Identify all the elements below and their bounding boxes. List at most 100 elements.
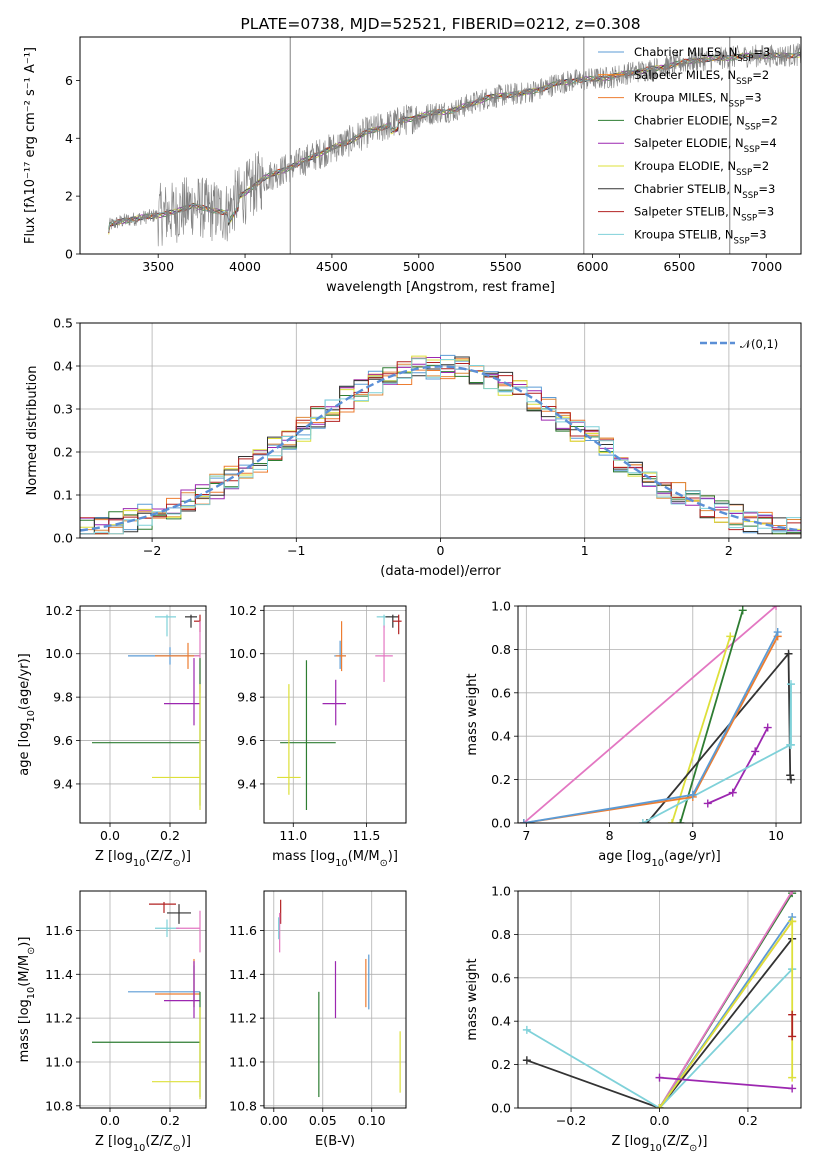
weight-line: [671, 636, 732, 823]
y-tick-label: 0.4: [53, 359, 73, 374]
error-bar: [176, 910, 201, 953]
weight-marker: [786, 771, 795, 780]
legend-label: Chabrier MILES, NSSP=3: [634, 45, 770, 64]
weight-marker: [788, 917, 797, 926]
legend-label: 𝒩(0,1): [740, 337, 778, 351]
x-tick-label: 9: [689, 828, 697, 843]
y-tick-label: 0.4: [491, 729, 511, 744]
y-tick-label: 0.2: [491, 772, 511, 787]
age_vs_mass-plot-area: [277, 614, 402, 810]
age_weights-axes: 7 8 9 10 0.0 0.2 0.4 0.6 0.8 1.0 age [log10(age/yr…: [465, 599, 801, 869]
weight-marker: [703, 799, 712, 808]
age_weights-frame: [517, 605, 802, 824]
error-bar: [155, 958, 200, 1008]
weight-marker: [726, 632, 735, 641]
y-tick-label: 0.4: [491, 1014, 511, 1029]
y-tick-label: 11.6: [229, 923, 257, 938]
x-tick-label: 4500: [316, 259, 348, 274]
x-tick-label: 6000: [577, 259, 609, 274]
y-tick-label: 2: [65, 189, 73, 204]
weight-marker: [638, 819, 647, 823]
weight-marker: [788, 1010, 797, 1019]
x-tick-label: −0.2: [556, 1113, 586, 1128]
residual-legend: 𝒩(0,1): [700, 337, 778, 351]
y-tick-label: 10.0: [229, 646, 257, 661]
error-bar: [322, 679, 346, 726]
x-tick-label: 0.0: [650, 1113, 670, 1128]
weight-line: [526, 968, 793, 1108]
y-tick-label: 0.3: [53, 402, 73, 417]
spectrum-legend: Chabrier MILES, NSSP=3 Salpeter MILES, NS…: [598, 45, 778, 246]
x-axis-label: wavelength [Angstrom, rest frame]: [326, 280, 555, 295]
error-bar: [152, 1007, 201, 1100]
y-tick-label: 11.2: [229, 1011, 257, 1026]
mass_vs_EBV-frame: [263, 890, 407, 1109]
legend-label: Kroupa MILES, NSSP=3: [634, 91, 762, 110]
y-tick-label: 0.5: [53, 316, 73, 331]
error-bar: [152, 684, 201, 810]
x-axis-label: Z [log10(Z/Z⊙)]: [612, 1134, 708, 1154]
legend-label: Salpeter MILES, NSSP=2: [634, 68, 769, 87]
weight-marker: [655, 1073, 664, 1082]
spectrum-axes: 3500 4000 4500 5000 5500 6000 6500 7000 0 2 4 6 wave…: [23, 15, 782, 295]
weight-marker: [738, 606, 747, 615]
weight-marker: [667, 819, 676, 823]
weight-line: [679, 610, 744, 823]
weight-marker: [763, 723, 772, 732]
x-tick-label: 1: [581, 543, 589, 558]
weight-line: [658, 891, 793, 1108]
y-axis-label: mass weight: [465, 958, 480, 1040]
gaussian-curve: [80, 365, 801, 532]
legend-label: Kroupa STELIB, NSSP=3: [634, 227, 767, 246]
y-tick-label: 9.6: [53, 733, 73, 748]
weight-line: [523, 635, 779, 823]
y-tick-label: 1.0: [491, 884, 511, 899]
y-axis-label: Flux [fλ10⁻¹⁷ erg cm⁻² s⁻¹ A⁻¹]: [23, 47, 38, 244]
weight-line: [646, 651, 792, 823]
y-tick-label: 0.8: [491, 642, 511, 657]
y-axis-label: age [log10(age/yr)]: [17, 653, 37, 776]
x-axis-label: Z [log10(Z/Z⊙)]: [95, 849, 191, 869]
error-bar: [92, 658, 201, 806]
x-tick-label: 7: [522, 828, 530, 843]
weight-line: [659, 1076, 793, 1090]
age_vs_mass-frame: [263, 605, 407, 824]
Z_weights-plot-area: [522, 891, 797, 1108]
y-tick-label: 0.0: [53, 531, 73, 546]
x-tick-label: 8: [606, 828, 614, 843]
x-axis-label: Z [log10(Z/Z⊙)]: [95, 1134, 191, 1154]
error-bar: [335, 621, 346, 672]
x-tick-label: 11.0: [279, 828, 307, 843]
x-tick-label: 6500: [663, 259, 695, 274]
y-tick-label: 10.0: [45, 646, 73, 661]
x-tick-label: 0.0: [100, 1113, 120, 1128]
y-axis-label: mass [log10(M/M⊙)]: [17, 937, 37, 1063]
weight-marker: [772, 606, 781, 610]
y-tick-label: 0.1: [53, 488, 73, 503]
weight-marker: [788, 1084, 797, 1093]
weight-marker: [655, 1104, 664, 1108]
x-tick-label: 7000: [750, 259, 782, 274]
x-tick-label: 5000: [403, 259, 435, 274]
mass_vs_EBV-plot-area: [278, 899, 401, 1098]
x-tick-label: 0.2: [160, 828, 180, 843]
x-tick-label: 11.5: [353, 828, 381, 843]
residuals-plot-area: [80, 354, 801, 535]
y-tick-label: 11.4: [229, 967, 257, 982]
error-bar: [194, 621, 201, 693]
y-tick-label: 9.8: [53, 690, 73, 705]
x-axis-label: age [log10(age/yr)]: [598, 849, 721, 869]
weight-marker: [787, 740, 796, 749]
error-bar: [167, 904, 191, 924]
Z_weights-frame: [517, 890, 802, 1109]
mass_vs_Z-plot-area: [92, 901, 201, 1100]
residuals-frame: [79, 322, 802, 539]
weight-marker: [773, 628, 782, 637]
x-tick-label: −1: [287, 543, 305, 558]
y-tick-label: 11.6: [45, 923, 73, 938]
error-bar: [277, 684, 301, 795]
y-tick-label: 9.4: [237, 776, 257, 791]
weight-marker: [784, 649, 793, 658]
y-tick-label: 1.0: [491, 599, 511, 614]
residuals-axes: −2 −1 0 1 2 0.0 0.1 0.2 0.3 0.4 0.5 (data-model)/er…: [25, 316, 801, 579]
